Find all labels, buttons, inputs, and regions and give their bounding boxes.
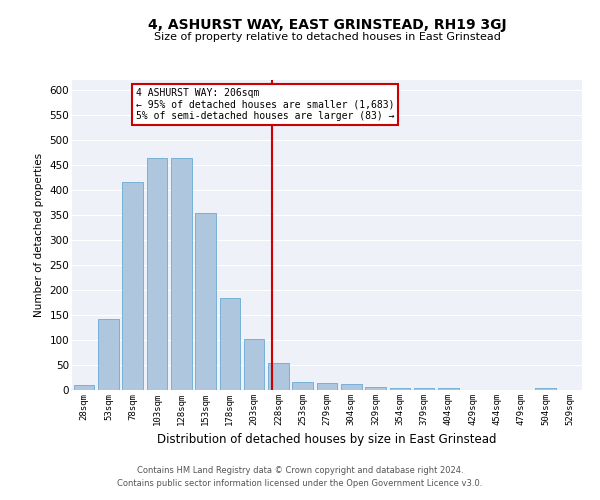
Bar xyxy=(317,382,337,390)
Bar xyxy=(171,158,191,390)
Bar xyxy=(98,318,119,390)
Text: 4 ASHURST WAY: 206sqm
← 95% of detached houses are smaller (1,683)
5% of semi-de: 4 ASHURST WAY: 206sqm ← 95% of detached … xyxy=(136,88,394,121)
Bar xyxy=(292,382,313,390)
Bar xyxy=(74,385,94,390)
Bar xyxy=(122,182,143,390)
Bar xyxy=(389,388,410,390)
X-axis label: Distribution of detached houses by size in East Grinstead: Distribution of detached houses by size … xyxy=(157,434,497,446)
Text: 4, ASHURST WAY, EAST GRINSTEAD, RH19 3GJ: 4, ASHURST WAY, EAST GRINSTEAD, RH19 3GJ xyxy=(148,18,506,32)
Bar xyxy=(195,212,216,390)
Bar xyxy=(535,388,556,390)
Bar xyxy=(146,158,167,390)
Bar xyxy=(414,388,434,390)
Bar xyxy=(244,338,265,390)
Bar xyxy=(268,362,289,390)
Bar xyxy=(438,388,459,390)
Text: Size of property relative to detached houses in East Grinstead: Size of property relative to detached ho… xyxy=(154,32,500,42)
Bar xyxy=(341,384,362,390)
Y-axis label: Number of detached properties: Number of detached properties xyxy=(34,153,44,317)
Bar xyxy=(365,386,386,390)
Bar xyxy=(220,298,240,390)
Text: Contains HM Land Registry data © Crown copyright and database right 2024.
Contai: Contains HM Land Registry data © Crown c… xyxy=(118,466,482,487)
